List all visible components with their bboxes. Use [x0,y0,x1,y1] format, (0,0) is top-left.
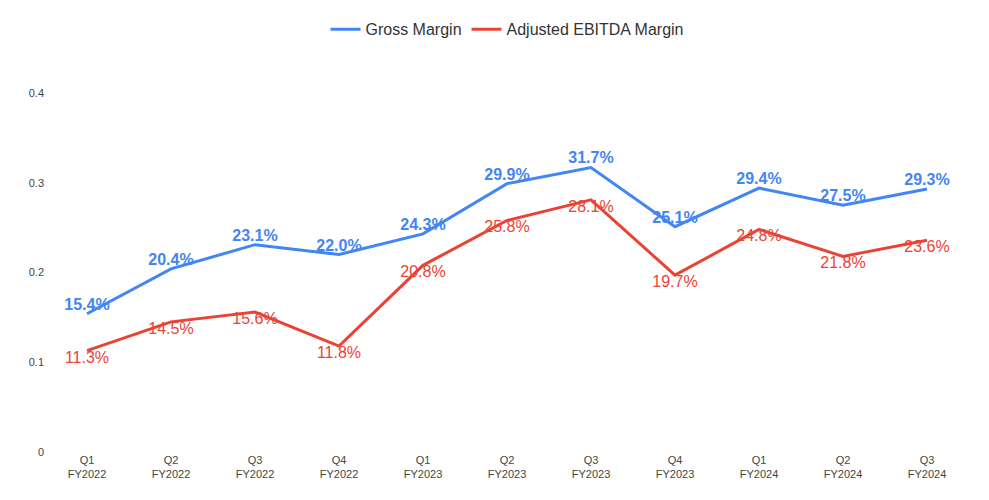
svg-text:11.8%: 11.8% [317,344,361,361]
svg-text:0: 0 [38,446,44,458]
svg-text:27.5%: 27.5% [820,187,865,204]
svg-text:25.1%: 25.1% [652,209,697,226]
svg-text:Q2FY2023: Q2FY2023 [488,454,527,480]
svg-text:Q3FY2023: Q3FY2023 [572,454,611,480]
svg-text:14.5%: 14.5% [148,320,193,337]
svg-text:28.1%: 28.1% [568,198,613,215]
svg-text:29.3%: 29.3% [904,171,949,188]
svg-text:29.9%: 29.9% [484,166,529,183]
svg-text:Q4FY2022: Q4FY2022 [320,454,359,480]
svg-text:Q2FY2024: Q2FY2024 [824,454,863,480]
svg-text:Gross Margin: Gross Margin [366,21,462,38]
svg-text:Adjusted EBITDA Margin: Adjusted EBITDA Margin [507,21,684,38]
svg-text:29.4%: 29.4% [736,170,781,187]
svg-text:23.6%: 23.6% [904,238,949,255]
svg-text:22.0%: 22.0% [316,237,361,254]
svg-text:15.6%: 15.6% [232,310,277,327]
svg-text:19.7%: 19.7% [652,273,697,290]
svg-text:11.3%: 11.3% [65,349,109,366]
svg-text:15.4%: 15.4% [64,296,109,313]
svg-text:Q4FY2023: Q4FY2023 [656,454,695,480]
svg-text:0.2: 0.2 [29,266,44,278]
svg-text:21.8%: 21.8% [820,254,865,271]
svg-text:0.4: 0.4 [29,87,44,99]
svg-text:0.3: 0.3 [29,177,44,189]
svg-text:23.1%: 23.1% [232,227,277,244]
svg-text:Q1FY2022: Q1FY2022 [68,454,107,480]
svg-text:0.1: 0.1 [29,356,44,368]
svg-text:20.8%: 20.8% [400,263,445,280]
svg-text:20.4%: 20.4% [148,251,193,268]
svg-text:Q3FY2024: Q3FY2024 [908,454,947,480]
svg-text:24.3%: 24.3% [400,216,445,233]
svg-text:Q3FY2022: Q3FY2022 [236,454,275,480]
svg-text:25.8%: 25.8% [484,218,529,235]
svg-text:31.7%: 31.7% [568,149,613,166]
svg-text:Q1FY2023: Q1FY2023 [404,454,443,480]
svg-text:Q2FY2022: Q2FY2022 [152,454,191,480]
svg-text:24.8%: 24.8% [736,227,781,244]
svg-text:Q1FY2024: Q1FY2024 [740,454,779,480]
